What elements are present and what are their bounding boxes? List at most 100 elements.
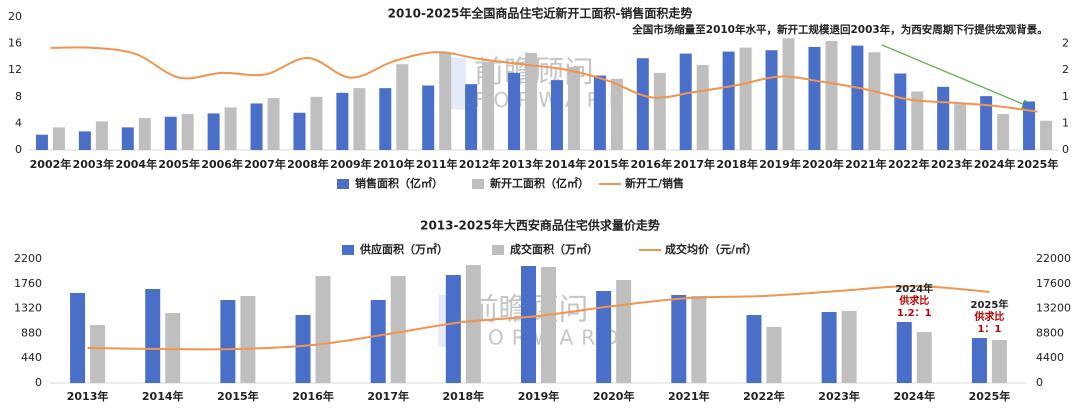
bar: [671, 295, 687, 383]
tick-label: 0: [1062, 143, 1069, 156]
annotation: 供求比: [973, 310, 1004, 323]
legend-label: 成交均价（元/㎡）: [665, 242, 757, 256]
x-tick-label: 2005年: [158, 157, 200, 171]
bar: [997, 114, 1010, 150]
tick-label: 0: [15, 143, 22, 156]
legend-label: 新开工/销售: [625, 176, 684, 190]
x-tick-label: 2021年: [845, 157, 887, 171]
bar: [353, 88, 366, 150]
bar: [1023, 101, 1036, 150]
bar: [240, 295, 256, 383]
bar: [868, 52, 881, 151]
x-tick-label: 2025年: [1017, 157, 1059, 171]
bar: [636, 58, 649, 151]
tick-label: 16: [8, 37, 22, 50]
x-tick-label: 2019年: [518, 389, 560, 403]
bar: [422, 85, 435, 150]
bar: [145, 288, 161, 383]
tick-label: 22000: [1036, 252, 1071, 265]
tick-label: 440: [21, 351, 42, 364]
bar: [722, 51, 735, 150]
bar: [765, 50, 778, 150]
tick-label: 8800: [1036, 326, 1064, 339]
bar: [379, 88, 392, 150]
bar: [691, 295, 707, 383]
bar: [465, 264, 481, 383]
bar: [821, 311, 837, 383]
chart-title: 2013-2025年大西安商品住宅供求量价走势: [420, 218, 660, 233]
x-tick-label: 2014年: [142, 389, 184, 403]
x-tick-label: 2008年: [287, 157, 329, 171]
bar: [267, 98, 280, 150]
annotation: 1.2：1: [897, 308, 932, 319]
annotation: 全国市场缩量至2010年水平，新开工规模退回2003年，为西安周期下行提供宏观背…: [631, 23, 1047, 36]
line: [87, 284, 990, 351]
tick-label: 1320: [14, 302, 42, 315]
x-tick-label: 2014年: [545, 157, 587, 171]
bar: [746, 315, 762, 383]
bar: [90, 325, 106, 383]
bar: [593, 75, 606, 150]
bar: [295, 315, 311, 383]
tick-label: 8: [15, 90, 22, 103]
bar: [596, 291, 612, 383]
x-tick-label: 2022年: [743, 389, 785, 403]
annotation: 供求比: [898, 294, 929, 307]
chart-title: 2010-2025年全国商品住宅近新开工面积-销售面积走势: [388, 6, 693, 21]
x-tick-label: 2023年: [818, 389, 860, 403]
bar: [224, 107, 237, 150]
bar: [445, 275, 461, 383]
bar: [896, 322, 912, 383]
annotation: 2025年: [971, 298, 1009, 311]
bar: [165, 312, 181, 383]
x-tick-label: 2020年: [802, 157, 844, 171]
x-tick-label: 2007年: [244, 157, 286, 171]
x-tick-label: 2025年: [969, 389, 1011, 403]
x-tick-label: 2017年: [673, 157, 715, 171]
tick-label: 4: [15, 116, 22, 129]
line: [50, 46, 1038, 113]
bar: [851, 45, 864, 150]
bar: [616, 280, 632, 383]
tick-label: 1: [1062, 90, 1069, 103]
tick-label: 12: [8, 63, 22, 76]
x-tick-label: 2024年: [893, 389, 935, 403]
bar: [250, 103, 263, 150]
tick-label: 1760: [14, 277, 42, 290]
bar: [825, 40, 838, 150]
legend-label: 新开工面积（亿㎡）: [490, 176, 589, 190]
bar: [293, 112, 306, 150]
bar: [121, 127, 134, 150]
bar: [95, 121, 108, 150]
tick-label: 4400: [1036, 351, 1064, 364]
tick-label: 13200: [1036, 302, 1071, 315]
annotation: 2024年: [895, 282, 933, 295]
x-tick-label: 2010年: [373, 157, 415, 171]
bar: [35, 134, 48, 150]
bar: [396, 64, 409, 150]
x-tick-label: 2013年: [67, 389, 109, 403]
bar: [991, 339, 1007, 383]
bar: [52, 127, 65, 150]
bar: [954, 104, 967, 150]
x-tick-label: 2015年: [588, 157, 630, 171]
legend-swatch: [492, 245, 504, 255]
bar: [439, 52, 452, 150]
bar: [521, 265, 536, 383]
tick-label: 17600: [1036, 277, 1071, 290]
bar: [370, 299, 386, 383]
bar: [739, 47, 752, 151]
x-tick-label: 2011年: [416, 157, 458, 171]
bar: [567, 66, 580, 150]
bar: [696, 64, 709, 150]
x-tick-label: 2009年: [330, 157, 372, 171]
bar: [808, 46, 821, 150]
legend-swatch: [337, 179, 349, 189]
x-tick-label: 2004年: [115, 157, 157, 171]
x-tick-label: 2015年: [217, 389, 259, 403]
tick-label: 0: [1036, 376, 1043, 389]
bar: [782, 38, 795, 150]
x-tick-label: 2020年: [593, 389, 635, 403]
legend-label: 供应面积（万㎡）: [359, 242, 448, 256]
